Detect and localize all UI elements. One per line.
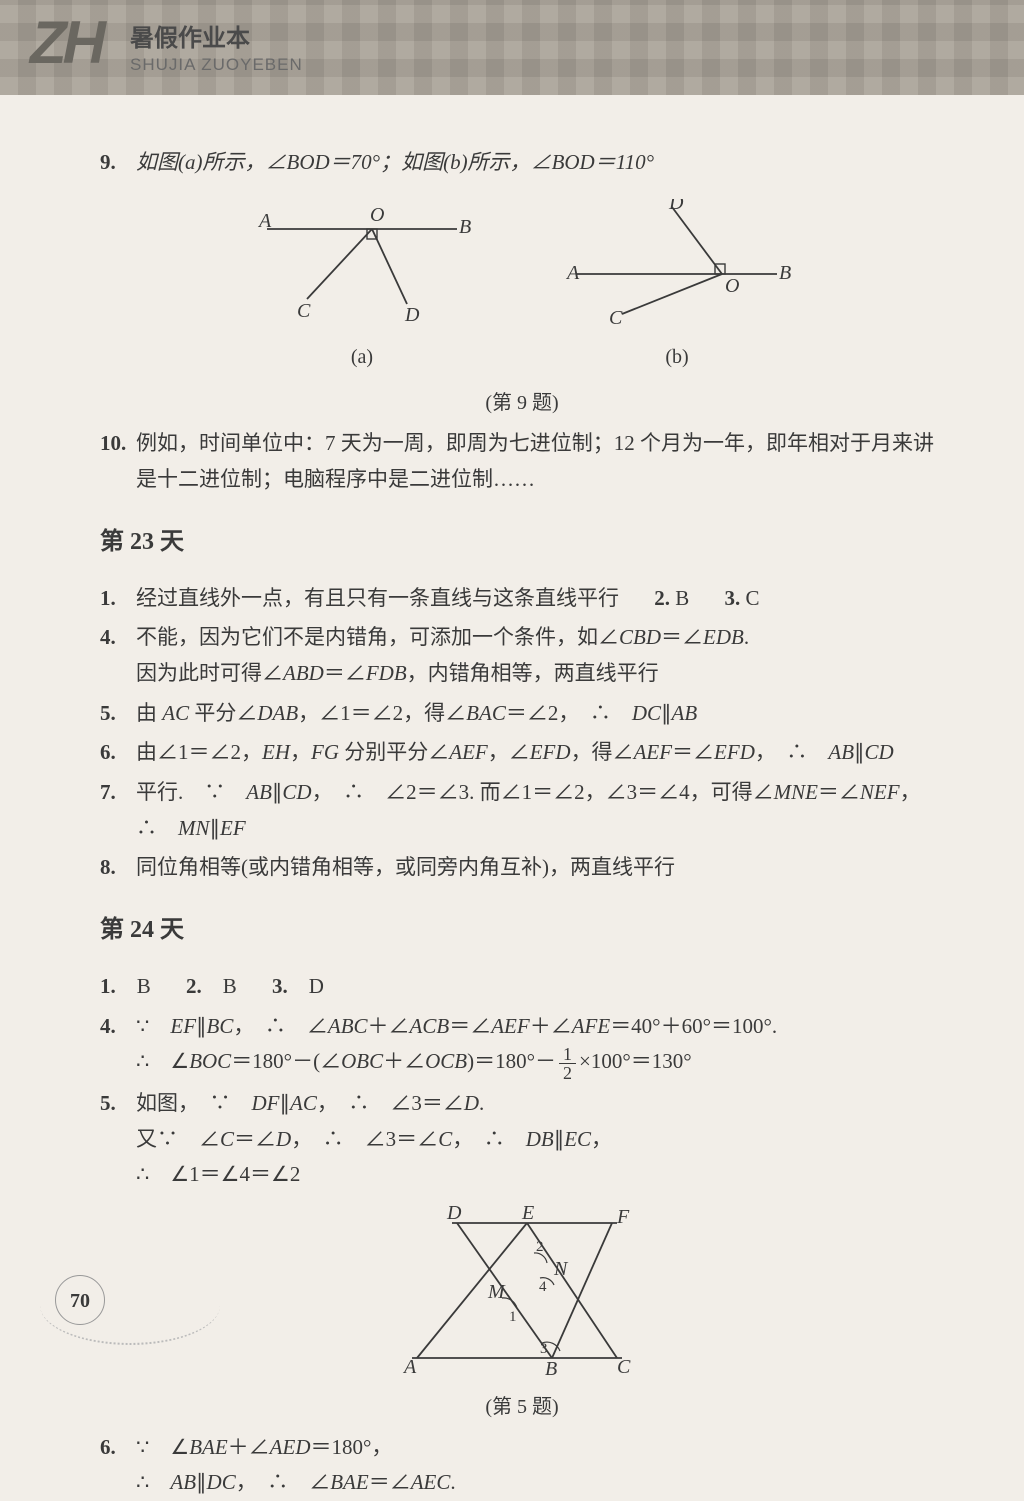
svg-text:4: 4: [539, 1279, 547, 1295]
svg-text:C: C: [609, 307, 623, 329]
line2: ∴ ∠BOC＝180°－(∠OBC＋∠OCB)＝180°－12×100°＝130…: [136, 1044, 944, 1082]
svg-text:D: D: [446, 1203, 462, 1224]
d23-q5: 5. 由 AC 平分∠DAB，∠1＝∠2，得∠BAC＝∠2， ∴ DC∥AB: [100, 696, 944, 732]
line2: 因为此时可得∠ABD＝∠FDB，内错角相等，两直线平行: [136, 656, 944, 692]
figure-d24-q5: D E F A B C M N 1 2 3 4 (第 5 题): [100, 1203, 944, 1424]
problem-num: 7.: [100, 775, 136, 846]
figure-caption-q9: (第 9 题): [100, 386, 944, 420]
figure-caption-q5: (第 5 题): [100, 1390, 944, 1424]
d23-q7: 7. 平行. ∵ AB∥CD， ∴ ∠2＝∠3. 而∠1＝∠2，∠3＝∠4，可得…: [100, 775, 944, 846]
d24-q3: 3. D: [272, 969, 324, 1005]
problem-num: 5.: [100, 1086, 136, 1193]
problem-text: 如图(a)所示，∠BOD＝70°；如图(b)所示，∠BOD＝110°: [136, 150, 654, 174]
d24-q6: 6. ∵ ∠BAE＋∠AED＝180°， ∴ AB∥DC， ∴ ∠BAE＝∠AE…: [100, 1430, 944, 1501]
section-day23: 第 23 天: [100, 522, 944, 563]
d23-q4: 4. 不能，因为它们不是内错角，可添加一个条件，如∠CBD＝∠EDB. 因为此时…: [100, 620, 944, 691]
svg-text:3: 3: [540, 1341, 548, 1357]
svg-text:A: A: [565, 262, 580, 284]
d23-q2: 2. B: [654, 586, 689, 610]
d24-q2: 2. B: [186, 969, 237, 1005]
line1: 如图， ∵ DF∥AC， ∴ ∠3＝∠D.: [136, 1086, 944, 1122]
page-header: ZH 暑假作业本 SHUJIA ZUOYEBEN: [0, 0, 1024, 95]
problem-body: 经过直线外一点，有且只有一条直线与这条直线平行 2. B 3. C: [136, 581, 944, 617]
problem-text: 由∠1＝∠2，EH，FG 分别平分∠AEF，∠EFD，得∠AEF＝∠EFD， ∴…: [136, 735, 944, 771]
page-number: 70: [55, 1275, 105, 1325]
problem-num: 6.: [100, 735, 136, 771]
problem-num: 6.: [100, 1430, 136, 1501]
logo-text: ZH: [30, 8, 102, 77]
figure-9a: A O B C D (a): [247, 199, 477, 381]
d24-q1: 1. B: [100, 969, 151, 1005]
figure-caption-a: (a): [247, 340, 477, 374]
svg-text:N: N: [553, 1258, 569, 1280]
svg-text:D: D: [404, 304, 420, 326]
problem-num: 9.: [100, 145, 136, 181]
line1: 不能，因为它们不是内错角，可添加一个条件，如∠CBD＝∠EDB.: [136, 620, 944, 656]
problem-text: 同位角相等(或内错角相等，或同旁内角互补)，两直线平行: [136, 850, 944, 886]
diagram-9a: A O B C D: [247, 199, 477, 329]
problem-num: 4.: [100, 1009, 136, 1082]
problem-text: 经过直线外一点，有且只有一条直线与这条直线平行: [136, 586, 619, 610]
d23-q8: 8. 同位角相等(或内错角相等，或同旁内角互补)，两直线平行: [100, 850, 944, 886]
d24-q5: 5. 如图， ∵ DF∥AC， ∴ ∠3＝∠D. 又∵ ∠C＝∠D， ∴ ∠3＝…: [100, 1086, 944, 1193]
svg-text:F: F: [616, 1206, 630, 1228]
problem-text: 平行. ∵ AB∥CD， ∴ ∠2＝∠3. 而∠1＝∠2，∠3＝∠4，可得∠MN…: [136, 775, 944, 846]
svg-text:O: O: [725, 275, 739, 297]
problem-num: 5.: [100, 696, 136, 732]
section-day24: 第 24 天: [100, 910, 944, 951]
d23-q1: 1. 经过直线外一点，有且只有一条直线与这条直线平行 2. B 3. C: [100, 581, 944, 617]
line1: ∵ ∠BAE＋∠AED＝180°，: [136, 1430, 944, 1466]
problem-body: 如图， ∵ DF∥AC， ∴ ∠3＝∠D. 又∵ ∠C＝∠D， ∴ ∠3＝∠C，…: [136, 1086, 944, 1193]
problem-9: 9. 如图(a)所示，∠BOD＝70°；如图(b)所示，∠BOD＝110°: [100, 145, 944, 181]
problem-body: 如图(a)所示，∠BOD＝70°；如图(b)所示，∠BOD＝110°: [136, 145, 944, 181]
problem-num: 8.: [100, 850, 136, 886]
problem-body: 不能，因为它们不是内错角，可添加一个条件，如∠CBD＝∠EDB. 因为此时可得∠…: [136, 620, 944, 691]
svg-text:E: E: [521, 1203, 534, 1224]
line1: ∵ EF∥BC， ∴ ∠ABC＋∠ACB＝∠AEF＋∠AFE＝40°＋60°＝1…: [136, 1009, 944, 1045]
svg-text:1: 1: [509, 1309, 517, 1325]
svg-text:A: A: [257, 210, 272, 232]
svg-text:2: 2: [536, 1239, 544, 1255]
svg-text:B: B: [779, 262, 791, 284]
svg-text:B: B: [459, 216, 471, 238]
problem-body: ∵ EF∥BC， ∴ ∠ABC＋∠ACB＝∠AEF＋∠AFE＝40°＋60°＝1…: [136, 1009, 944, 1082]
figure-9b: D A O B C (b): [557, 199, 797, 381]
d24-row1: 1. B 2. B 3. D: [100, 969, 944, 1005]
header-title-cn: 暑假作业本: [130, 18, 303, 53]
line2: 又∵ ∠C＝∠D， ∴ ∠3＝∠C， ∴ DB∥EC，: [136, 1122, 944, 1158]
d23-q6: 6. 由∠1＝∠2，EH，FG 分别平分∠AEF，∠EFD，得∠AEF＝∠EFD…: [100, 735, 944, 771]
line2: ∴ AB∥DC， ∴ ∠BAE＝∠AEC.: [136, 1465, 944, 1501]
svg-text:O: O: [370, 204, 384, 226]
problem-text: 由 AC 平分∠DAB，∠1＝∠2，得∠BAC＝∠2， ∴ DC∥AB: [136, 696, 944, 732]
problem-num: 4.: [100, 620, 136, 691]
problem-text: 例如，时间单位中：7 天为一周，即周为七进位制；12 个月为一年，即年相对于月来…: [136, 426, 944, 497]
line3: ∴ ∠1＝∠4＝∠2: [136, 1157, 944, 1193]
figure-row-q9: A O B C D (a) D A O B C (b): [100, 199, 944, 381]
problem-body: 1. B 2. B 3. D: [100, 969, 944, 1005]
problem-num: 1.: [100, 581, 136, 617]
problem-body: ∵ ∠BAE＋∠AED＝180°， ∴ AB∥DC， ∴ ∠BAE＝∠AEC.: [136, 1430, 944, 1501]
header-title-en: SHUJIA ZUOYEBEN: [130, 55, 303, 75]
d24-q4: 4. ∵ EF∥BC， ∴ ∠ABC＋∠ACB＝∠AEF＋∠AFE＝40°＋60…: [100, 1009, 944, 1082]
problem-num: 10.: [100, 426, 136, 497]
problem-10: 10. 例如，时间单位中：7 天为一周，即周为七进位制；12 个月为一年，即年相…: [100, 426, 944, 497]
header-titles: 暑假作业本 SHUJIA ZUOYEBEN: [130, 18, 303, 75]
svg-text:C: C: [297, 300, 311, 322]
svg-text:M: M: [487, 1281, 506, 1303]
page-content: 9. 如图(a)所示，∠BOD＝70°；如图(b)所示，∠BOD＝110° A …: [0, 95, 1024, 1501]
d23-q3: 3. C: [725, 586, 760, 610]
diagram-9b: D A O B C: [557, 199, 797, 329]
svg-text:D: D: [668, 199, 684, 214]
diagram-d24-q5: D E F A B C M N 1 2 3 4: [392, 1203, 652, 1378]
figure-caption-b: (b): [557, 340, 797, 374]
